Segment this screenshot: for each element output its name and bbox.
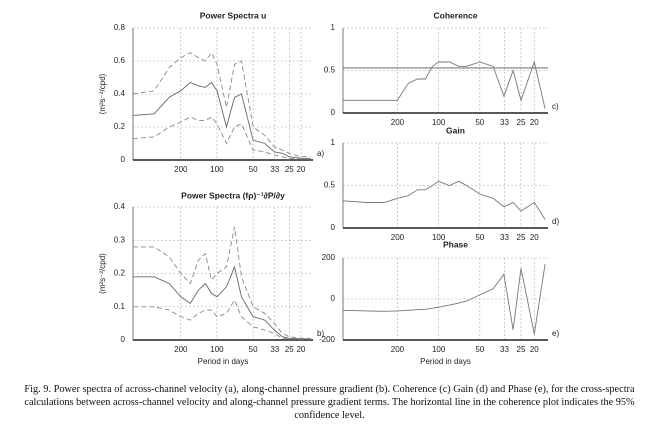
panel-title: Power Spectra u [200,10,267,20]
x-tick-label: 50 [475,345,484,354]
x-tick-label: 25 [517,118,526,127]
x-tick-label: 33 [270,345,279,354]
x-tick-label: 100 [210,165,224,174]
y-tick-label: 0.2 [114,269,126,278]
x-tick-label: 25 [517,345,526,354]
y-tick-label: 1 [331,23,336,32]
y-tick-label: 0.3 [114,235,126,244]
y-tick-label: 0.4 [114,202,126,211]
x-tick-label: 20 [296,345,305,354]
data-line [132,81,311,159]
panel-label: d) [552,217,559,226]
x-tick-label: 25 [285,345,294,354]
data-line [132,51,311,158]
x-tick-label: 20 [530,233,539,242]
y-tick-label: 0 [331,223,336,232]
data-line [133,265,311,340]
x-tick-label: 20 [296,165,305,174]
x-axis-label: Period in days [198,357,249,366]
panel-label: c) [552,102,559,111]
y-tick-label: 0 [331,108,336,117]
y-tick-label: 0.8 [114,23,126,32]
x-tick-label: 33 [500,345,509,354]
data-line [133,226,311,339]
x-tick-label: 100 [210,345,224,354]
panel-title: Power Spectra (fρ)⁻¹∂P/∂y [181,190,285,200]
data-line [342,264,546,334]
y-tick-label: 200 [322,253,336,262]
panel-label: a) [317,149,324,158]
data-line [132,116,311,160]
x-tick-label: 33 [500,118,509,127]
y-tick-label: 0 [331,294,336,303]
x-tick-label: 200 [391,233,405,242]
y-tick-label: 0.2 [114,122,126,131]
panel-title: Coherence [434,10,478,20]
panel-label: b) [317,329,324,338]
x-tick-label: 200 [391,345,405,354]
x-tick-label: 200 [174,165,188,174]
data-line [133,299,311,340]
x-axis-label: Period in days [420,357,471,366]
y-tick-label: -200 [319,335,336,344]
y-axis-label: (m²s⁻²/cpd) [98,73,107,114]
y-tick-label: 1 [331,138,336,147]
y-axis-label: (m²s⁻²/cpd) [98,253,107,294]
x-tick-label: 33 [270,165,279,174]
panel-title: Phase [443,239,468,249]
x-tick-label: 50 [249,165,258,174]
y-tick-label: 0.4 [114,89,126,98]
x-tick-label: 50 [475,233,484,242]
caption: Fig. 9. Power spectra of across-channel … [24,384,635,421]
x-tick-label: 50 [475,118,484,127]
y-tick-label: 0.5 [324,181,336,190]
x-tick-label: 100 [432,118,446,127]
x-tick-label: 25 [517,233,526,242]
x-tick-label: 200 [174,345,188,354]
x-tick-label: 200 [391,118,405,127]
y-tick-label: 0.6 [114,56,126,65]
y-tick-label: 0.5 [324,66,336,75]
panel-title: Gain [446,125,465,135]
data-line [343,60,546,109]
x-tick-label: 100 [432,233,446,242]
y-tick-label: 0.1 [114,302,126,311]
y-tick-label: 0 [121,335,126,344]
x-tick-label: 25 [285,165,294,174]
panel-label: e) [552,329,559,338]
x-tick-label: 20 [530,345,539,354]
x-tick-label: 20 [530,118,539,127]
x-tick-label: 50 [249,345,258,354]
x-tick-label: 33 [500,233,509,242]
y-tick-label: 0 [121,155,126,164]
x-tick-label: 100 [432,345,446,354]
data-line [342,180,546,220]
